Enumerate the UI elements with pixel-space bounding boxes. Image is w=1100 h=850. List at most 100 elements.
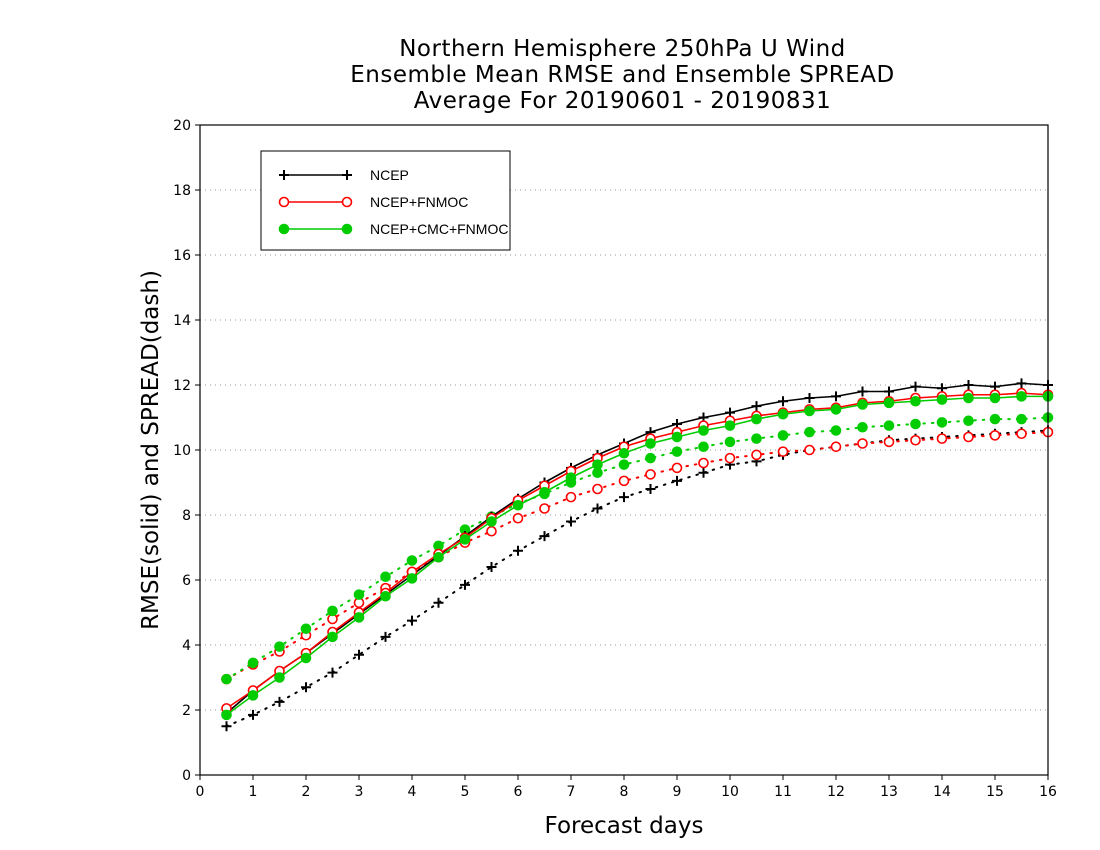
y-tick-label: 20 — [173, 118, 191, 134]
data-point-ncep-cmc-fnmoc-spread — [274, 641, 285, 652]
data-point-ncep-rmse — [910, 381, 921, 392]
data-point-ncep-spread — [645, 484, 656, 494]
data-point-ncep-spread — [698, 467, 709, 478]
data-point-ncep-spread — [672, 475, 682, 486]
data-point-ncep-cmc-fnmoc-spread — [247, 657, 259, 669]
data-point-ncep-cmc-fnmoc-rmse — [963, 392, 974, 404]
y-tick-label: 6 — [182, 573, 191, 589]
data-point-ncep-fnmoc-spread — [724, 452, 736, 464]
data-point-ncep-cmc-fnmoc-rmse — [645, 438, 656, 449]
data-point-ncep-cmc-fnmoc-spread — [645, 452, 656, 464]
data-point-ncep-cmc-fnmoc-rmse — [406, 573, 418, 584]
data-point-ncep-fnmoc-spread — [751, 449, 762, 461]
data-point-ncep-cmc-fnmoc-spread — [380, 571, 391, 583]
data-point-ncep-rmse — [963, 380, 974, 390]
series-ncep-spread — [221, 425, 1053, 732]
data-point-ncep-fnmoc-spread — [830, 441, 842, 453]
data-point-ncep-cmc-fnmoc-spread — [1016, 413, 1027, 425]
series-line-ncep-spread — [225, 429, 1049, 728]
x-tick-label: 9 — [673, 784, 682, 800]
data-point-ncep-fnmoc-spread — [698, 457, 709, 469]
x-axis-label: Forecast days — [545, 813, 704, 839]
x-tick-label: 15 — [986, 784, 1004, 800]
data-point-ncep-spread — [486, 562, 497, 572]
data-point-ncep-cmc-fnmoc-rmse — [724, 420, 736, 431]
data-point-ncep-rmse — [778, 396, 788, 407]
data-point-ncep-cmc-fnmoc-rmse — [883, 397, 895, 409]
data-point-ncep-spread — [566, 516, 576, 527]
legend-marker — [341, 196, 353, 208]
data-point-ncep-cmc-fnmoc-spread — [671, 446, 683, 457]
data-point-ncep-cmc-fnmoc-rmse — [592, 459, 603, 470]
legend-marker — [278, 196, 290, 208]
data-point-ncep-fnmoc-spread — [857, 438, 868, 449]
x-tick-label: 13 — [880, 784, 898, 800]
data-point-ncep-spread — [619, 492, 629, 503]
data-point-ncep-fnmoc-spread — [565, 491, 577, 503]
data-point-ncep-cmc-fnmoc-spread — [857, 421, 868, 433]
x-tick-label: 2 — [302, 784, 311, 800]
data-point-ncep-spread — [380, 631, 391, 642]
y-tick-label: 12 — [173, 378, 191, 394]
legend: NCEP NCEP+FNMOC NCEP+CMC+FNMOC — [260, 150, 511, 251]
x-tick-label: 6 — [514, 784, 523, 800]
data-point-ncep-cmc-fnmoc-spread — [406, 555, 418, 566]
data-point-ncep-cmc-fnmoc-rmse — [804, 405, 815, 417]
data-point-ncep-cmc-fnmoc-spread — [353, 589, 365, 600]
data-point-ncep-spread — [274, 696, 285, 707]
data-point-ncep-cmc-fnmoc-rmse — [751, 413, 762, 425]
legend-marker — [278, 223, 290, 235]
data-point-ncep-spread — [513, 545, 523, 556]
data-point-ncep-spread — [301, 682, 311, 693]
data-point-ncep-cmc-fnmoc-rmse — [565, 472, 577, 483]
data-point-ncep-cmc-fnmoc-spread — [724, 436, 736, 448]
data-point-ncep-cmc-fnmoc-rmse — [830, 404, 842, 415]
legend-label: NCEP+CMC+FNMOC — [370, 221, 508, 237]
y-tick-label: 8 — [182, 508, 191, 524]
x-tick-label: 0 — [196, 784, 205, 800]
chart-title-line-1: Northern Hemisphere 250hPa U Wind — [399, 36, 846, 62]
data-point-ncep-cmc-fnmoc-rmse — [247, 690, 259, 701]
data-point-ncep-cmc-fnmoc-rmse — [539, 486, 550, 498]
data-point-ncep-cmc-fnmoc-rmse — [1016, 391, 1027, 402]
y-axis-label: RMSE(solid) and SPREAD(dash) — [138, 270, 164, 630]
data-point-ncep-spread — [407, 615, 417, 626]
data-point-ncep-spread — [592, 503, 603, 514]
data-point-ncep-cmc-fnmoc-rmse — [857, 399, 868, 410]
series-ncep-cmc-fnmoc-spread — [221, 412, 1054, 685]
data-point-ncep-cmc-fnmoc-spread — [221, 673, 232, 685]
data-point-ncep-cmc-fnmoc-spread — [618, 459, 630, 470]
data-point-ncep-fnmoc-spread — [618, 475, 630, 487]
data-point-ncep-fnmoc-spread — [910, 434, 921, 446]
data-point-ncep-cmc-fnmoc-rmse — [486, 516, 497, 527]
x-tick-label: 16 — [1039, 784, 1057, 800]
data-point-ncep-fnmoc-spread — [883, 436, 895, 448]
x-tick-label: 7 — [567, 784, 576, 800]
y-tick-label: 2 — [182, 703, 191, 719]
series-line-ncep-fnmoc-spread — [225, 431, 1049, 681]
data-point-ncep-cmc-fnmoc-spread — [963, 415, 974, 427]
legend-label: NCEP — [370, 167, 409, 183]
data-point-ncep-cmc-fnmoc-rmse — [618, 447, 630, 459]
data-point-ncep-cmc-fnmoc-rmse — [671, 431, 683, 443]
data-point-ncep-fnmoc-spread — [963, 431, 974, 443]
data-point-ncep-cmc-fnmoc-spread — [883, 420, 895, 431]
data-point-ncep-cmc-fnmoc-rmse — [698, 425, 709, 436]
data-point-ncep-rmse — [1016, 378, 1027, 389]
x-tick-label: 4 — [408, 784, 417, 800]
data-point-ncep-rmse — [884, 386, 894, 397]
series-ncep-cmc-fnmoc-rmse — [221, 391, 1054, 721]
data-point-ncep-fnmoc-spread — [804, 444, 815, 456]
legend-marker — [341, 223, 353, 235]
y-tick-label: 0 — [182, 768, 191, 784]
data-point-ncep-spread — [327, 667, 338, 678]
series-line-ncep-rmse — [225, 382, 1049, 714]
y-tick-label: 18 — [173, 183, 191, 199]
legend-label: NCEP+FNMOC — [370, 194, 468, 210]
data-point-ncep-fnmoc-spread — [989, 430, 1001, 441]
data-point-ncep-cmc-fnmoc-spread — [804, 426, 815, 438]
data-point-ncep-cmc-fnmoc-rmse — [353, 612, 365, 623]
chart-title-line-2: Ensemble Mean RMSE and Ensemble SPREAD — [350, 62, 895, 88]
